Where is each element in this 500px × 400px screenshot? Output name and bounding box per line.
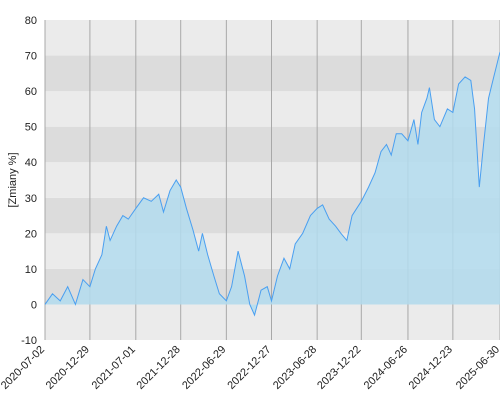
x-tick-label: 2021-12-28 [135,344,183,392]
x-tick-label: 2024-12-23 [407,344,455,392]
grid-band [45,20,500,56]
y-tick-label: 40 [25,157,37,169]
x-tick-label: 2020-12-29 [44,344,92,392]
x-tick-label: 2021-07-01 [90,344,138,392]
y-tick-label: 0 [31,299,37,311]
y-tick-label: 70 [25,51,37,63]
y-tick-label: 10 [25,264,37,276]
line [44,51,500,317]
x-tick-label: 2022-06-29 [180,344,228,392]
x-tick-label: 2023-06-28 [271,344,319,392]
y-tick-label: 60 [25,86,37,98]
x-tick-label: 2025-06-30 [454,344,500,392]
x-tick-label: 2022-12-27 [225,344,273,392]
grid-band [45,55,500,92]
x-tick-label: 2024-06-26 [362,344,410,392]
y-tick-label: 30 [25,193,37,205]
x-tick-label: 2020-07-02 [0,344,47,392]
y-tick-label: -10 [21,335,37,347]
y-tick-label: 80 [25,15,37,27]
y-axis-label: [Zmiany %] [7,152,19,207]
y-tick-label: 20 [25,228,37,240]
y-tick-label: 50 [25,122,37,134]
x-tick-label: 2023-12-22 [315,344,363,392]
grid-band [45,304,500,340]
area [45,52,500,316]
